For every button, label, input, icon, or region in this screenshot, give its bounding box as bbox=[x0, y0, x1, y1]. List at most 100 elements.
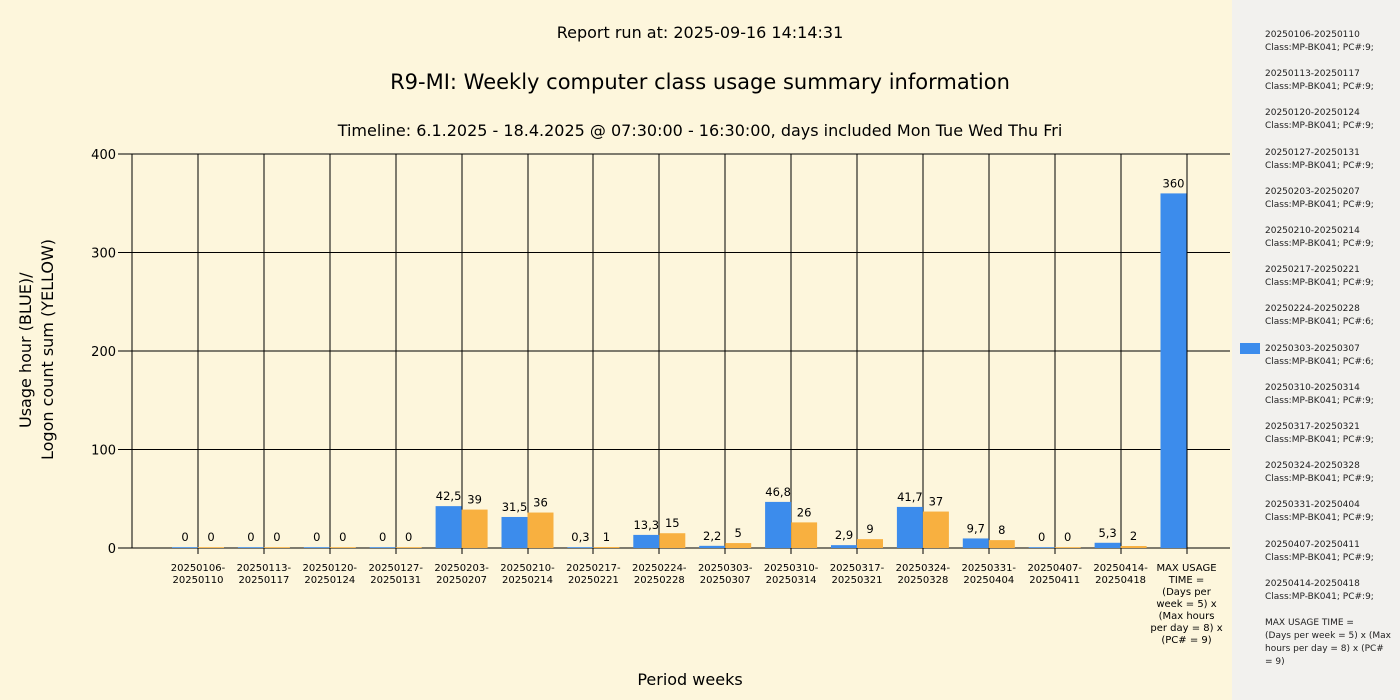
x-tick-label: 20250106- bbox=[171, 563, 226, 574]
legend-item: 20250210-20250214 Class:MP-BK041; PC#:9; bbox=[1265, 225, 1395, 251]
y-tick-label: 100 bbox=[91, 444, 116, 459]
legend-item-text: 20250224-20250228 bbox=[1265, 304, 1360, 315]
x-tick-label: 20250207 bbox=[436, 575, 487, 586]
legend-item: 20250303-20250307 Class:MP-BK041; PC#:6; bbox=[1265, 343, 1395, 369]
bar bbox=[988, 540, 1015, 548]
legend-item: 20250331-20250404 Class:MP-BK041; PC#:9; bbox=[1265, 499, 1395, 525]
data-label: 0 bbox=[1038, 530, 1045, 544]
x-tick-label: 20250407- bbox=[1027, 563, 1082, 574]
legend-item-text: 20250127-20250131 bbox=[1265, 147, 1360, 158]
x-tick-label: TIME = bbox=[1168, 575, 1205, 586]
data-label: 2,9 bbox=[835, 528, 853, 542]
bar bbox=[395, 547, 422, 548]
data-label: 0 bbox=[405, 530, 412, 544]
data-label: 0 bbox=[207, 530, 214, 544]
legend-item: 20250106-20250110 Class:MP-BK041; PC#:9; bbox=[1265, 29, 1395, 55]
data-label: 0 bbox=[273, 530, 280, 544]
legend-item-text: Class:MP-BK041; PC#:9; bbox=[1265, 552, 1374, 563]
legend-item-text: Class:MP-BK041; PC#:9; bbox=[1265, 121, 1374, 132]
x-tick-label: 20250324- bbox=[896, 563, 951, 574]
legend-item-text: 20250113-20250117 bbox=[1265, 69, 1360, 80]
bar bbox=[699, 545, 726, 548]
data-label: 0,3 bbox=[571, 530, 589, 544]
legend-item-text: 20250331-20250404 bbox=[1265, 500, 1360, 511]
legend-item-text: 20250317-20250321 bbox=[1265, 422, 1360, 432]
y-tick-label: 0 bbox=[108, 542, 116, 557]
data-label: 0 bbox=[379, 530, 386, 544]
x-tick-label: 20250221 bbox=[568, 575, 619, 586]
bar bbox=[329, 547, 356, 548]
bar bbox=[659, 533, 686, 548]
bar bbox=[1160, 193, 1187, 548]
x-tick-label: 20250110 bbox=[173, 575, 224, 586]
x-tick-label: (Max hours bbox=[1159, 611, 1215, 622]
bar bbox=[237, 547, 264, 548]
legend-item: 20250203-20250207 Class:MP-BK041; PC#:9; bbox=[1265, 186, 1395, 212]
legend-item-text: Class:MP-BK041; PC#:9; bbox=[1265, 435, 1374, 445]
x-tick-label: week = 5) x bbox=[1156, 599, 1216, 610]
y-tick-label: 200 bbox=[91, 345, 116, 360]
x-tick-label: 20250124 bbox=[304, 575, 355, 586]
data-label: 31,5 bbox=[502, 500, 528, 514]
x-tick-label: (Days per bbox=[1162, 587, 1212, 598]
bar bbox=[962, 538, 989, 548]
data-label: 360 bbox=[1163, 176, 1185, 190]
data-label: 13,3 bbox=[633, 518, 659, 532]
bar bbox=[831, 545, 857, 548]
legend-item-text: Class:MP-BK041; PC#:9; bbox=[1265, 239, 1374, 249]
x-tick-label: 20250404 bbox=[963, 575, 1014, 586]
data-label: 9,7 bbox=[967, 521, 985, 535]
bar bbox=[765, 501, 792, 548]
bar bbox=[593, 547, 620, 548]
data-label: 41,7 bbox=[897, 490, 923, 504]
x-tick-label: 20250418 bbox=[1095, 575, 1146, 586]
x-tick-label: 20250120- bbox=[303, 563, 358, 574]
legend-item-text: Class:MP-BK041; PC#:9; bbox=[1265, 199, 1374, 210]
legend-item-text: MAX USAGE TIME = bbox=[1265, 618, 1354, 628]
legend-item-text: 20250310-20250314 bbox=[1265, 382, 1360, 393]
bar bbox=[198, 547, 224, 548]
x-tick-label: 20250314 bbox=[766, 575, 817, 586]
report-run-text: Report run at: 2025-09-16 14:14:31 bbox=[556, 23, 844, 42]
bar bbox=[1120, 546, 1147, 548]
legend-item: 20250113-20250117 Class:MP-BK041; PC#:9; bbox=[1265, 68, 1395, 94]
bar bbox=[857, 539, 883, 548]
bar bbox=[1028, 547, 1055, 548]
legend-item-text: 20250203-20250207 bbox=[1265, 186, 1360, 197]
legend-item-text: Class:MP-BK041; PC#:9; bbox=[1265, 82, 1374, 93]
legend-item-text: Class:MP-BK041; PC#:9; bbox=[1265, 474, 1374, 485]
legend-item-text: Class:MP-BK041; PC#:9; bbox=[1265, 591, 1374, 602]
y-tick-label: 400 bbox=[91, 148, 116, 163]
bar bbox=[435, 506, 462, 548]
x-tick-label: 20250113- bbox=[237, 563, 292, 574]
bar bbox=[922, 511, 949, 548]
legend-item-text: 20250324-20250328 bbox=[1265, 461, 1360, 472]
bar bbox=[172, 547, 198, 548]
x-tick-label: 20250414- bbox=[1093, 563, 1148, 574]
data-label: 2 bbox=[1130, 529, 1137, 543]
legend-item: 20250324-20250328 Class:MP-BK041; PC#:9; bbox=[1265, 460, 1395, 486]
bar bbox=[633, 534, 660, 548]
legend-item: 20250120-20250124 Class:MP-BK041; PC#:9; bbox=[1265, 107, 1395, 133]
data-label: 8 bbox=[998, 523, 1005, 537]
bar bbox=[896, 506, 923, 548]
legend-item-text: Class:MP-BK041; PC#:6; bbox=[1265, 356, 1374, 367]
x-tick-label: 20250331- bbox=[962, 563, 1017, 574]
legend-item-text: 20250210-20250214 bbox=[1265, 226, 1360, 236]
x-tick-label: 20250224- bbox=[632, 563, 687, 574]
bar bbox=[461, 509, 488, 548]
legend-item-text: 20250414-20250418 bbox=[1265, 578, 1360, 589]
legend-item-text: hours per day = 8) x (PC# bbox=[1265, 644, 1384, 654]
data-label: 15 bbox=[665, 516, 680, 530]
data-label: 2,2 bbox=[703, 529, 721, 543]
legend-item-text: Class:MP-BK041; PC#:9; bbox=[1265, 513, 1374, 524]
x-tick-label: 20250303- bbox=[698, 563, 753, 574]
legend-item-text: Class:MP-BK041; PC#:6; bbox=[1265, 317, 1374, 328]
bar bbox=[1094, 542, 1121, 548]
x-tick-label: 20250217- bbox=[566, 563, 621, 574]
legend-item-text: = 9) bbox=[1265, 657, 1285, 667]
bar bbox=[501, 516, 528, 548]
data-label: 46,8 bbox=[765, 485, 791, 499]
legend-item-text: (Days per week = 5) x (Max bbox=[1265, 631, 1391, 641]
